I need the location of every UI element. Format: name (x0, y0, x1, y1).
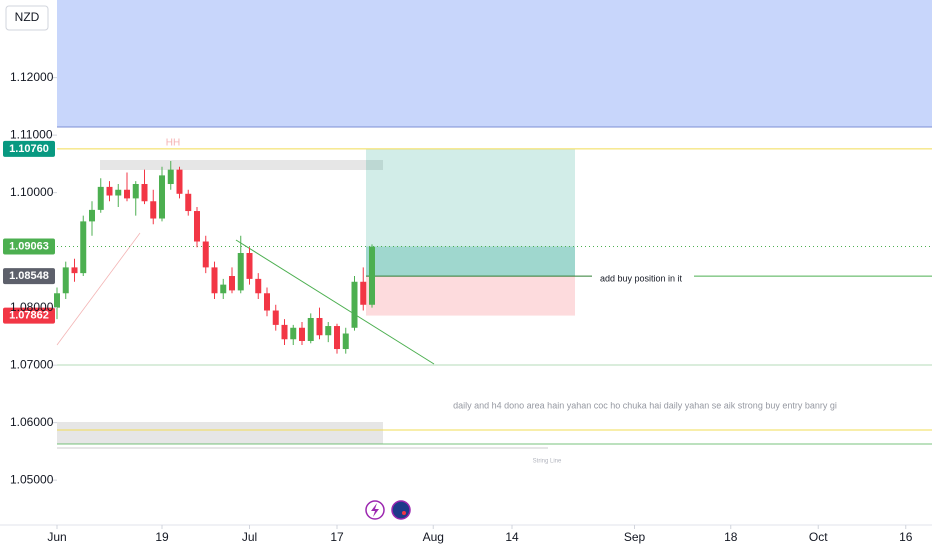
y-tick-label: 1.12000 (10, 70, 54, 84)
candle-body (360, 281, 367, 305)
line-label: String Line (533, 459, 562, 465)
trend-line (56, 232, 141, 346)
candle-body (54, 293, 60, 308)
candle-body (141, 184, 148, 202)
candle-body (246, 253, 253, 279)
symbol-box (5, 5, 49, 31)
candle-body (132, 184, 139, 199)
flag-detail (402, 511, 406, 515)
candle-body (211, 267, 218, 294)
candle-body (115, 189, 122, 196)
candle-body (194, 211, 200, 242)
candle-body (124, 189, 130, 199)
candle-body (176, 169, 183, 194)
candle-body (281, 324, 288, 340)
candle-body (290, 327, 297, 340)
y-tick-label: 1.11000 (10, 127, 53, 141)
candle-body (255, 278, 262, 294)
candle-body (229, 276, 235, 291)
candle-body (325, 326, 332, 336)
x-tick-label: 18 (724, 530, 738, 544)
resistance-zone (100, 160, 383, 170)
candle-body (80, 221, 87, 274)
trend-line (235, 239, 435, 365)
candle-body (342, 333, 349, 350)
demand-zone (57, 422, 383, 444)
peak-label: HH (166, 138, 180, 149)
x-tick-label: 14 (505, 530, 519, 544)
candle-body (106, 186, 113, 196)
y-tick-label: 1.08000 (10, 300, 54, 314)
price-label: 1.10760 (9, 143, 49, 155)
price-label-box (3, 268, 55, 285)
x-tick-label: Aug (423, 530, 444, 544)
y-tick-label: 1.05000 (10, 472, 54, 486)
candle-body (264, 293, 270, 311)
x-tick-label: 16 (899, 530, 913, 544)
candle-body (159, 175, 165, 219)
price-label-box (3, 140, 55, 157)
candle-body (167, 169, 174, 185)
x-tick-label: Sep (624, 530, 646, 544)
candle-body (220, 284, 227, 294)
y-tick-label: 1.06000 (10, 415, 54, 429)
position-note: add buy position in it (600, 273, 683, 283)
y-tick-label: 1.07000 (10, 357, 54, 371)
price-label-box (3, 307, 55, 324)
candle-body (299, 327, 305, 341)
candle-body (334, 326, 340, 350)
price-label: 1.07862 (9, 309, 49, 321)
candle-body (185, 193, 192, 212)
symbol: NZD (15, 10, 40, 24)
position-tool (57, 148, 932, 316)
y-tick-label: 1.10000 (10, 185, 54, 199)
flag-icon[interactable] (391, 500, 411, 520)
plot-area (54, 161, 375, 354)
event-icon-bolt (371, 503, 379, 517)
x-tick-label: Jul (242, 530, 257, 544)
supply-zone (57, 0, 932, 127)
loss-zone (366, 276, 575, 316)
overlay: 1.10760 1.09063 1.08548 1.07862 (3, 140, 55, 324)
candle-body (97, 186, 104, 210)
price-label-box (3, 238, 55, 255)
candle-body (89, 209, 95, 222)
x-tick-label: Oct (809, 530, 828, 544)
candle-body (202, 241, 209, 268)
analysis-note: daily and h4 dono area hain yahan coc ho… (453, 400, 837, 410)
price-label: 1.08548 (9, 270, 49, 282)
x-tick-label: Jun (47, 530, 66, 544)
x-tick-label: 19 (155, 530, 169, 544)
candle-body (150, 201, 157, 219)
profit-zone (366, 148, 575, 277)
candle-body (272, 310, 279, 325)
candle-body (369, 246, 375, 305)
x-tick-label: 17 (330, 530, 344, 544)
open-profit (366, 246, 575, 277)
price-label: 1.09063 (9, 240, 49, 252)
candle-body (307, 317, 314, 341)
candle-body (316, 317, 323, 336)
candle-body (237, 253, 244, 291)
candle-body (62, 267, 69, 294)
candle-body (71, 267, 78, 274)
candle-body (351, 281, 358, 328)
